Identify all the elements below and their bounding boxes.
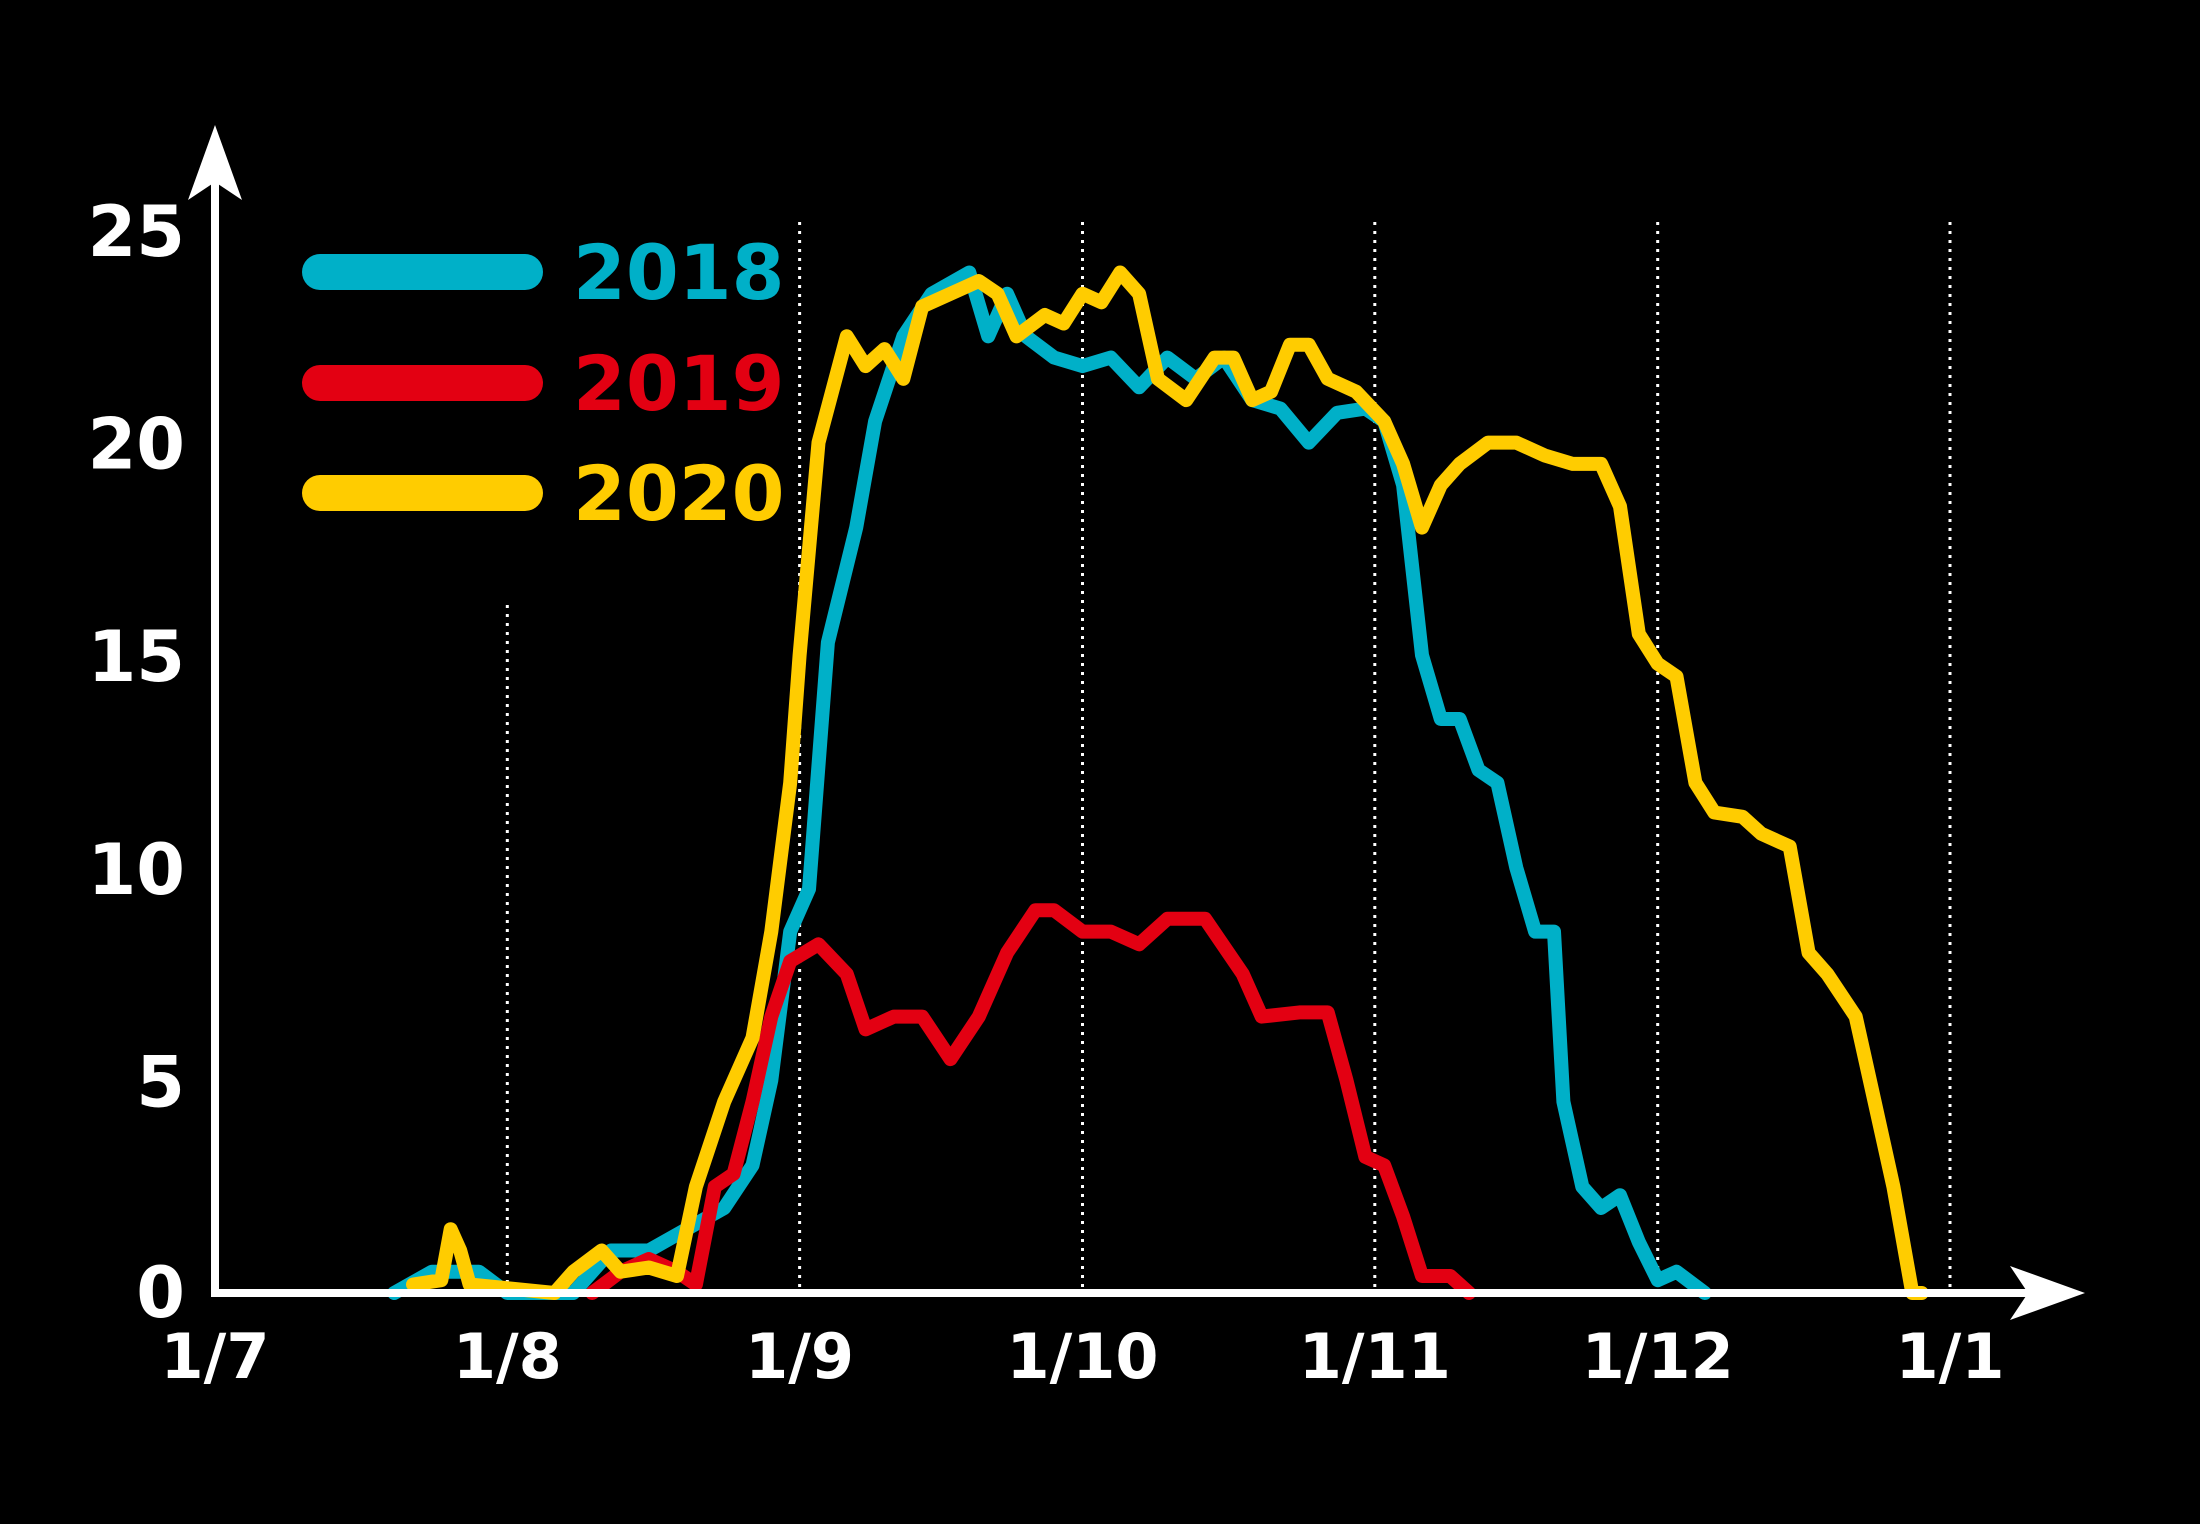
axes <box>188 125 2085 1320</box>
y-tick-label: 20 <box>88 404 185 486</box>
x-tick-label: 1/8 <box>453 1320 562 1393</box>
y-tick-labels: 0 5 10 15 20 25 <box>88 191 185 1334</box>
y-tick-label: 10 <box>88 829 185 911</box>
y-tick-label: 25 <box>88 191 185 273</box>
series-line-2019 <box>585 903 1477 1300</box>
y-tick-label: 0 <box>136 1252 185 1334</box>
x-tick-labels: 1/7 1/8 1/9 1/10 1/11 1/12 1/1 <box>161 1320 2005 1393</box>
y-tick-label: 15 <box>88 616 185 698</box>
legend: 2018 2019 2020 <box>302 228 785 538</box>
x-tick-label: 1/11 <box>1299 1320 1451 1393</box>
legend-label-2020: 2020 <box>573 449 785 538</box>
series-lines <box>387 265 1929 1300</box>
series-line-2020 <box>406 265 1929 1300</box>
x-tick-label: 1/7 <box>161 1320 270 1393</box>
x-tick-label: 1/12 <box>1582 1320 1734 1393</box>
y-tick-label: 5 <box>136 1041 185 1123</box>
legend-label-2018: 2018 <box>573 228 785 317</box>
x-tick-label: 1/9 <box>745 1320 854 1393</box>
x-tick-label: 1/10 <box>1006 1320 1158 1393</box>
legend-label-2019: 2019 <box>573 339 785 428</box>
x-axis-arrow <box>2010 1266 2085 1320</box>
y-axis-arrow <box>188 125 242 200</box>
x-tick-label: 1/1 <box>1896 1320 2005 1393</box>
